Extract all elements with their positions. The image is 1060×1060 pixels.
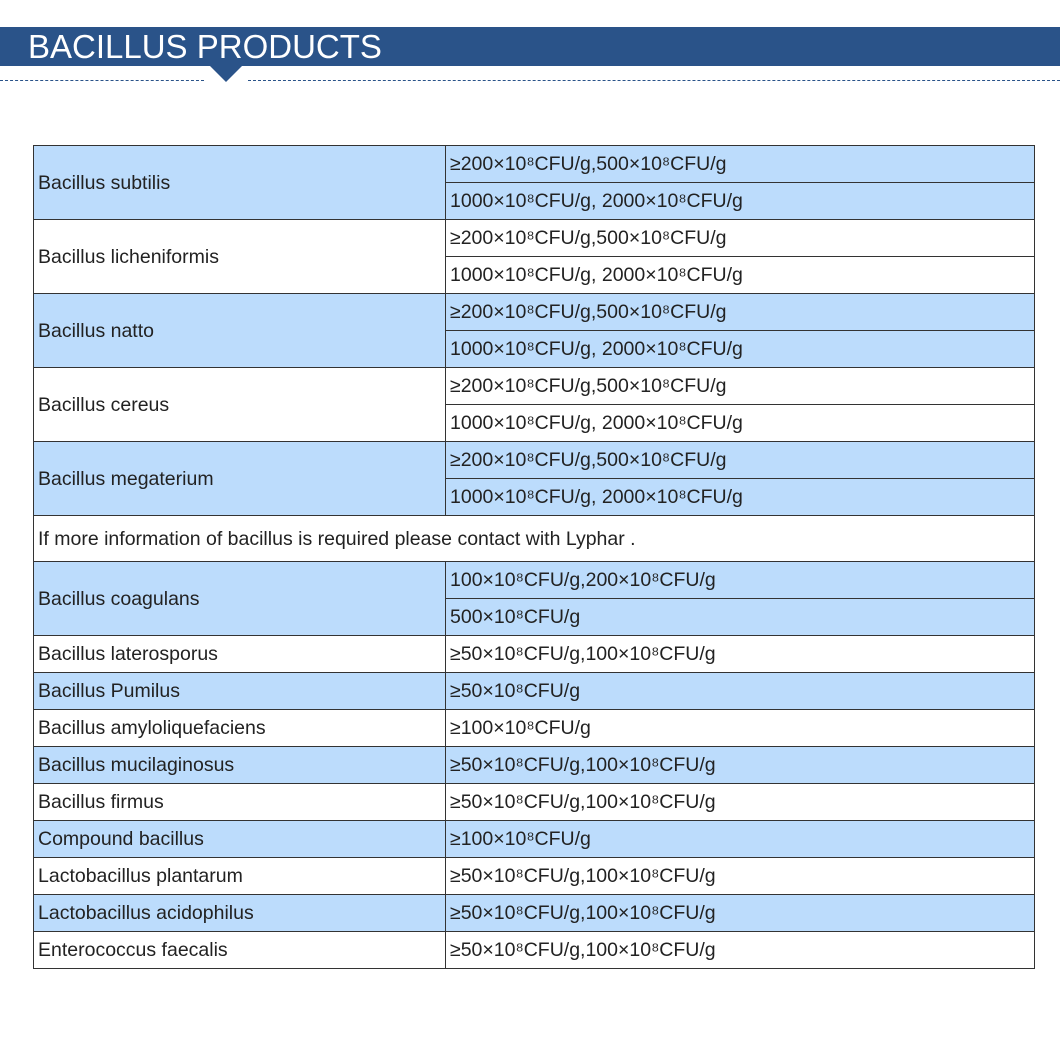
product-name: Lactobacillus plantarum <box>33 857 446 895</box>
table-row: Bacillus firmus ≥50×10⁸CFU/g,100×10⁸CFU/g <box>33 783 1035 821</box>
table-row: Compound bacillus ≥100×10⁸CFU/g <box>33 820 1035 858</box>
product-spec: ≥50×10⁸CFU/g,100×10⁸CFU/g <box>445 894 1035 932</box>
note-row: If more information of bacillus is requi… <box>33 515 1035 562</box>
product-name: Bacillus mucilaginosus <box>33 746 446 784</box>
product-spec: 1000×10⁸CFU/g, 2000×10⁸CFU/g <box>445 256 1035 294</box>
products-table: Bacillus subtilis ≥200×10⁸CFU/g,500×10⁸CF… <box>33 145 1035 969</box>
banner-pointer <box>210 66 242 82</box>
product-spec: ≥50×10⁸CFU/g,100×10⁸CFU/g <box>445 857 1035 895</box>
table-row: 1000×10⁸CFU/g, 2000×10⁸CFU/g <box>34 478 1035 516</box>
product-spec: ≥50×10⁸CFU/g,100×10⁸CFU/g <box>445 931 1035 969</box>
divider-left <box>0 80 204 81</box>
product-name: Bacillus coagulans <box>33 561 446 636</box>
table-row: Bacillus subtilis ≥200×10⁸CFU/g,500×10⁸CF… <box>33 145 1035 220</box>
product-spec: ≥200×10⁸CFU/g,500×10⁸CFU/g <box>445 219 1035 257</box>
header-banner: BACILLUS PRODUCTS <box>0 27 1060 66</box>
product-name: Lactobacillus acidophilus <box>33 894 446 932</box>
divider-right <box>248 80 1060 81</box>
product-spec: 1000×10⁸CFU/g, 2000×10⁸CFU/g <box>445 478 1035 516</box>
product-name: Enterococcus faecalis <box>33 931 446 969</box>
product-spec: ≥50×10⁸CFU/g,100×10⁸CFU/g <box>445 746 1035 784</box>
table-row: 1000×10⁸CFU/g, 2000×10⁸CFU/g <box>34 256 1035 294</box>
table-row: 500×10⁸CFU/g <box>34 598 1035 636</box>
table-row: Bacillus coagulans 100×10⁸CFU/g,200×10⁸CF… <box>33 561 1035 636</box>
table-row: Lactobacillus acidophilus ≥50×10⁸CFU/g,10… <box>33 894 1035 932</box>
table-row: Bacillus megaterium ≥200×10⁸CFU/g,500×10⁸… <box>33 441 1035 516</box>
product-spec: 1000×10⁸CFU/g, 2000×10⁸CFU/g <box>445 182 1035 220</box>
table-row: Bacillus amyloliquefaciens ≥100×10⁸CFU/g <box>33 709 1035 747</box>
product-spec: 1000×10⁸CFU/g, 2000×10⁸CFU/g <box>445 404 1035 442</box>
product-spec: ≥200×10⁸CFU/g,500×10⁸CFU/g <box>445 293 1035 331</box>
product-name: Bacillus licheniformis <box>33 219 446 294</box>
product-name: Bacillus cereus <box>33 367 446 442</box>
product-name: Bacillus subtilis <box>33 145 446 220</box>
product-name: Compound bacillus <box>33 820 446 858</box>
table-row: Bacillus mucilaginosus ≥50×10⁸CFU/g,100×1… <box>33 746 1035 784</box>
product-spec: ≥100×10⁸CFU/g <box>445 820 1035 858</box>
product-spec: 500×10⁸CFU/g <box>445 598 1035 636</box>
product-spec: ≥50×10⁸CFU/g,100×10⁸CFU/g <box>445 783 1035 821</box>
product-spec: 1000×10⁸CFU/g, 2000×10⁸CFU/g <box>445 330 1035 368</box>
product-name: Bacillus Pumilus <box>33 672 446 710</box>
contact-note: If more information of bacillus is requi… <box>33 515 1035 562</box>
product-name: Bacillus firmus <box>33 783 446 821</box>
table-row: Bacillus Pumilus ≥50×10⁸CFU/g <box>33 672 1035 710</box>
table-row: Bacillus natto ≥200×10⁸CFU/g,500×10⁸CFU/g <box>33 293 1035 368</box>
table-row: 1000×10⁸CFU/g, 2000×10⁸CFU/g <box>34 182 1035 220</box>
product-spec: ≥50×10⁸CFU/g <box>445 672 1035 710</box>
table-row: Enterococcus faecalis ≥50×10⁸CFU/g,100×10… <box>33 931 1035 969</box>
table-row: Bacillus licheniformis ≥200×10⁸CFU/g,500×… <box>33 219 1035 294</box>
table-row: 1000×10⁸CFU/g, 2000×10⁸CFU/g <box>34 404 1035 442</box>
product-spec: ≥100×10⁸CFU/g <box>445 709 1035 747</box>
product-name: Bacillus amyloliquefaciens <box>33 709 446 747</box>
product-spec: ≥200×10⁸CFU/g,500×10⁸CFU/g <box>445 145 1035 183</box>
table-row: Bacillus cereus ≥200×10⁸CFU/g,500×10⁸CFU/… <box>33 367 1035 442</box>
product-spec: ≥200×10⁸CFU/g,500×10⁸CFU/g <box>445 367 1035 405</box>
table-row: Bacillus laterosporus ≥50×10⁸CFU/g,100×10… <box>33 635 1035 673</box>
product-spec: ≥50×10⁸CFU/g,100×10⁸CFU/g <box>445 635 1035 673</box>
page-title: BACILLUS PRODUCTS <box>28 28 382 65</box>
table-row: 1000×10⁸CFU/g, 2000×10⁸CFU/g <box>34 330 1035 368</box>
product-name: Bacillus natto <box>33 293 446 368</box>
product-name: Bacillus megaterium <box>33 441 446 516</box>
table-row: Lactobacillus plantarum ≥50×10⁸CFU/g,100×… <box>33 857 1035 895</box>
product-spec: ≥200×10⁸CFU/g,500×10⁸CFU/g <box>445 441 1035 479</box>
product-name: Bacillus laterosporus <box>33 635 446 673</box>
product-spec: 100×10⁸CFU/g,200×10⁸CFU/g <box>445 561 1035 599</box>
